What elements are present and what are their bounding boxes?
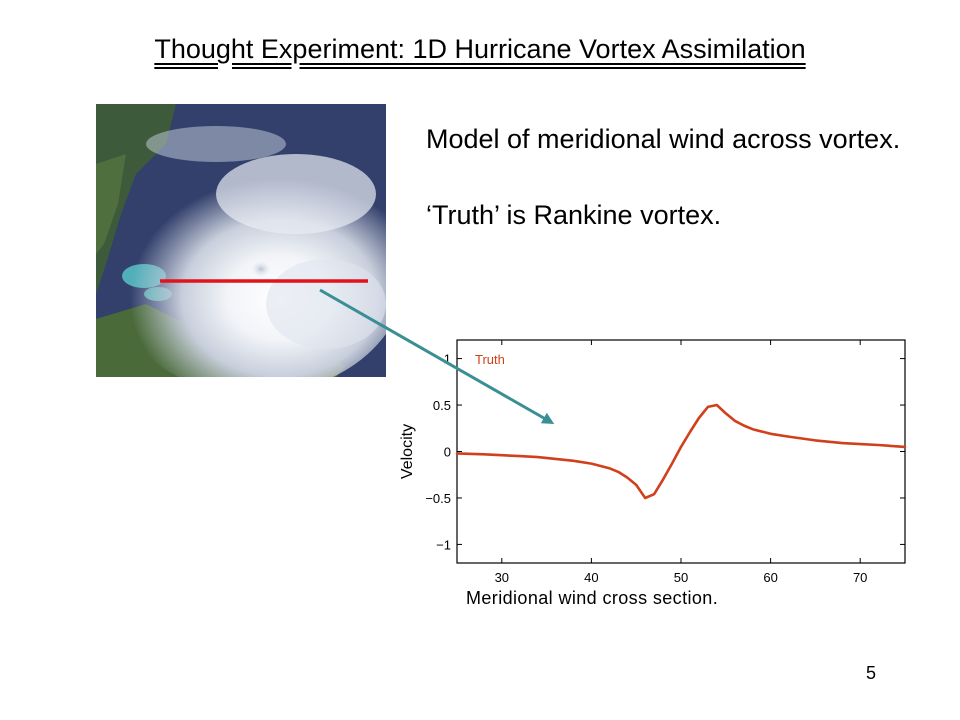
slide-body: Model of meridional wind across vortex. … bbox=[426, 120, 906, 272]
y-tick-label: 0.5 bbox=[433, 398, 451, 413]
y-tick-label: 1 bbox=[444, 352, 451, 367]
x-tick-label: 50 bbox=[674, 570, 688, 585]
velocity-chart: 1 0.5 0 −0.5 −1 30 40 50 60 70 Velocity Truth bbox=[399, 339, 907, 585]
y-tick-label: 0 bbox=[444, 445, 451, 460]
legend-entry-truth: Truth bbox=[475, 352, 505, 367]
x-tick-label: 40 bbox=[584, 570, 598, 585]
x-tick-label: 30 bbox=[495, 570, 509, 585]
bullet-truth-description: ‘Truth’ is Rankine vortex. bbox=[426, 200, 722, 230]
bullet-model-description: Model of meridional wind across vortex. bbox=[426, 124, 901, 154]
y-tick-label: −0.5 bbox=[425, 491, 451, 506]
slide-title: Thought Experiment: 1D Hurricane Vortex … bbox=[154, 34, 806, 64]
hurricane-satellite-image bbox=[96, 104, 386, 377]
slide-number: 5 bbox=[866, 663, 877, 683]
x-tick-label: 70 bbox=[853, 570, 867, 585]
plot-frame bbox=[456, 339, 906, 564]
hurricane-satellite-picture bbox=[96, 104, 386, 377]
y-axis-label: Velocity bbox=[399, 424, 416, 479]
x-tick-label: 60 bbox=[763, 570, 777, 585]
chart-caption: Meridional wind cross section. bbox=[466, 588, 719, 608]
y-tick-label: −1 bbox=[436, 537, 451, 552]
series-line-truth bbox=[455, 403, 907, 500]
